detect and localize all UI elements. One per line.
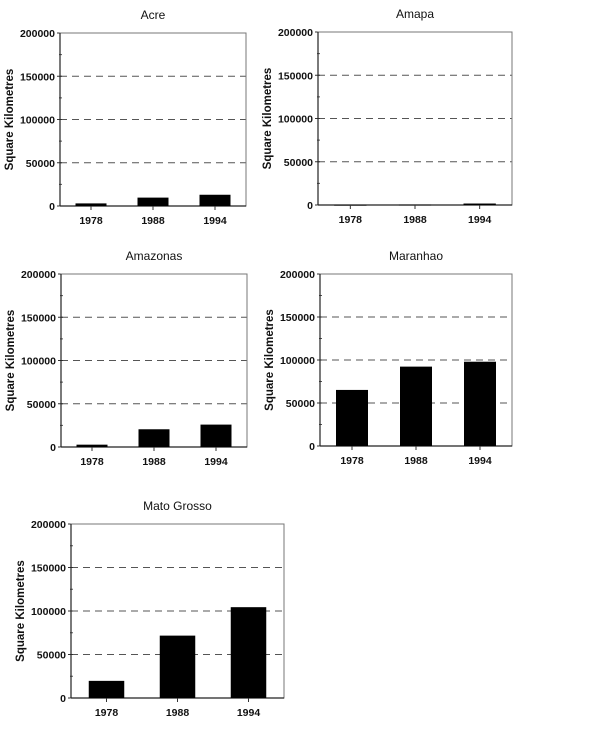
bar-1994 — [230, 607, 267, 698]
bar-1978 — [75, 203, 107, 206]
y-tick-label: 200000 — [278, 27, 313, 39]
y-tick-label: 200000 — [280, 269, 315, 281]
x-tick-label: 1978 — [340, 455, 364, 467]
bar-1988 — [137, 197, 169, 206]
x-tick-label: 1988 — [142, 456, 166, 468]
bar-1978 — [76, 444, 108, 447]
y-tick-label: 100000 — [20, 115, 55, 127]
bar-1978 — [88, 680, 125, 698]
panel-title: Acre — [141, 8, 166, 22]
panel-amapa: Amapa 0 50000 100000 150000 200000 1978 1988 199… — [262, 7, 513, 226]
x-tick-label: 1994 — [468, 214, 492, 226]
x-tick-label: 1978 — [339, 214, 363, 226]
y-tick-label: 0 — [307, 200, 313, 212]
x-tick-label: 1994 — [468, 455, 492, 467]
x-tick-label: 1994 — [237, 707, 261, 719]
panel-amazonas: Amazonas 0 50000 100000 150000 200000 1978 1988… — [5, 249, 248, 468]
x-tick-label: 1988 — [166, 707, 190, 719]
y-axis-label: Square Kilometres — [4, 69, 16, 171]
y-tick-label: 200000 — [20, 28, 55, 40]
x-tick-label: 1994 — [204, 456, 228, 468]
y-tick-label: 50000 — [27, 399, 56, 411]
y-tick-label: 150000 — [280, 312, 315, 324]
bar-1994 — [200, 424, 232, 447]
y-tick-label: 100000 — [31, 606, 66, 618]
y-axis-label: Square Kilometres — [262, 68, 274, 170]
panel-acre: Acre 0 50000 100000 150000 200000 1978 1988 1994… — [4, 8, 247, 227]
x-tick-label: 1988 — [141, 215, 165, 227]
y-tick-label: 150000 — [21, 312, 56, 324]
panel-mato-grosso: Mato Grosso 0 50000 100000 150000 200000 1978 1… — [15, 499, 285, 719]
x-tick-label: 1988 — [404, 455, 428, 467]
panel-title: Amapa — [396, 7, 434, 21]
y-tick-label: 0 — [60, 693, 66, 705]
bar-1988 — [400, 366, 432, 446]
y-tick-label: 100000 — [278, 114, 313, 126]
y-axis-label: Square Kilometres — [15, 560, 27, 662]
bar-1978 — [336, 389, 368, 446]
y-axis-label: Square Kilometres — [5, 310, 17, 412]
y-tick-label: 200000 — [21, 269, 56, 281]
bar-1994 — [464, 361, 496, 446]
y-axis-label: Square Kilometres — [264, 309, 276, 411]
y-tick-label: 100000 — [280, 355, 315, 367]
y-tick-label: 50000 — [26, 158, 55, 170]
y-tick-label: 150000 — [20, 71, 55, 83]
x-tick-label: 1978 — [79, 215, 103, 227]
y-tick-label: 0 — [50, 442, 56, 454]
x-tick-label: 1978 — [80, 456, 104, 468]
panel-maranhao: Maranhao 0 50000 100000 150000 200000 1978 1988… — [264, 249, 513, 467]
panel-title: Amazonas — [126, 249, 183, 263]
y-tick-label: 150000 — [278, 70, 313, 82]
panel-title: Mato Grosso — [143, 499, 212, 513]
y-tick-label: 100000 — [21, 356, 56, 368]
y-tick-label: 50000 — [284, 157, 313, 169]
bar-1994 — [199, 194, 231, 206]
y-tick-label: 200000 — [31, 519, 66, 531]
x-tick-label: 1988 — [403, 214, 427, 226]
y-tick-label: 50000 — [286, 398, 315, 410]
bar-1988 — [138, 429, 170, 447]
y-tick-label: 150000 — [31, 563, 66, 575]
x-tick-label: 1978 — [95, 707, 119, 719]
panel-title: Maranhao — [389, 249, 443, 263]
y-tick-label: 50000 — [37, 650, 66, 662]
x-tick-label: 1994 — [203, 215, 227, 227]
bar-1994 — [463, 203, 496, 205]
y-tick-label: 0 — [49, 201, 55, 213]
y-tick-label: 0 — [309, 441, 315, 453]
bar-1988 — [159, 635, 196, 698]
